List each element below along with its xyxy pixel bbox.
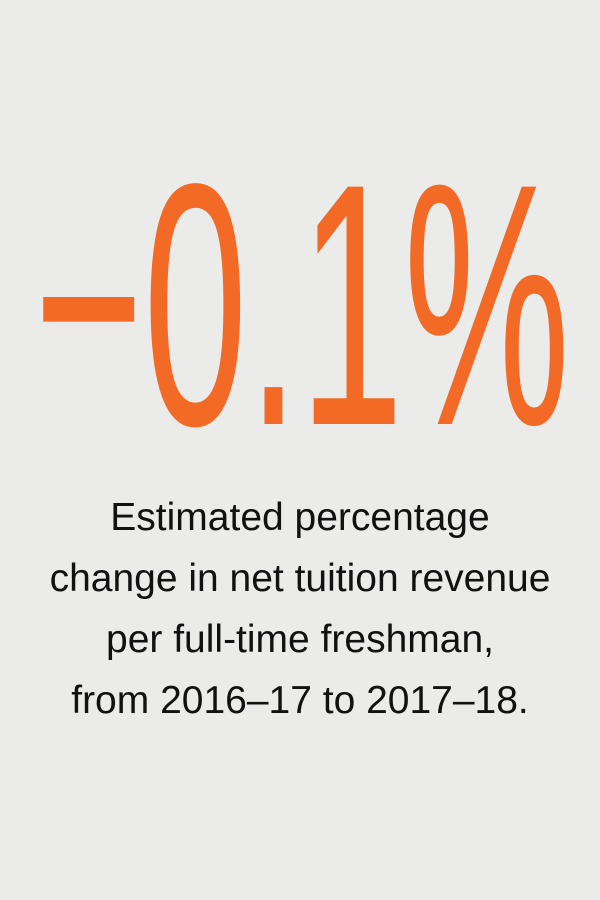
stat-value: −0.1%: [34, 113, 570, 498]
caption-line: from 2016–17 to 2017–18.: [71, 679, 529, 722]
caption-line: per full-time freshman,: [106, 618, 494, 661]
caption-line: Estimated percentage: [110, 496, 489, 539]
caption-line: change in net tuition revenue: [50, 557, 551, 600]
caption: Estimated percentage change in net tuitio…: [50, 496, 551, 722]
